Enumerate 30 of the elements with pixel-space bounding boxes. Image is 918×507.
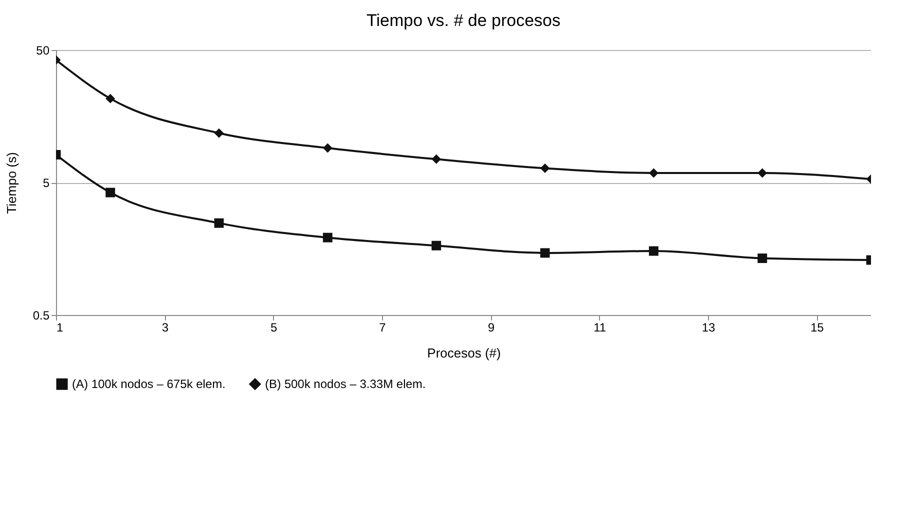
legend-label: (A) 100k nodos – 675k elem.	[72, 377, 226, 392]
point	[432, 154, 442, 164]
x-tick-label: 3	[162, 320, 169, 334]
legend-label: (B) 500k nodos – 3.33M elem.	[265, 377, 426, 392]
x-axis-title: Procesos (#)	[427, 346, 501, 360]
point	[322, 143, 332, 153]
point	[540, 248, 550, 258]
x-tick-label: 1	[56, 320, 64, 334]
point	[214, 128, 224, 138]
point	[540, 164, 550, 174]
x-tick-label: 7	[379, 320, 386, 334]
point	[432, 240, 442, 250]
y-axis-title: Tiempo (s)	[4, 152, 19, 214]
point	[322, 232, 332, 242]
point	[214, 218, 224, 228]
x-tick-label: 15	[810, 320, 824, 334]
point	[758, 168, 768, 178]
x-tick-label: 13	[702, 320, 716, 334]
y-tick-label: 50	[36, 44, 50, 58]
x-tick-label: 9	[488, 320, 495, 334]
y-tick-label: 0.5	[32, 308, 50, 322]
point	[758, 254, 768, 264]
x-tick-label: 5	[270, 320, 278, 334]
y-tick-label: 5	[42, 176, 50, 190]
point	[106, 94, 116, 104]
point	[648, 246, 658, 256]
point	[106, 188, 116, 198]
x-tick-label: 11	[594, 320, 606, 334]
chart-title: Tiempo vs. # de procesos	[366, 11, 561, 30]
point	[648, 168, 658, 178]
